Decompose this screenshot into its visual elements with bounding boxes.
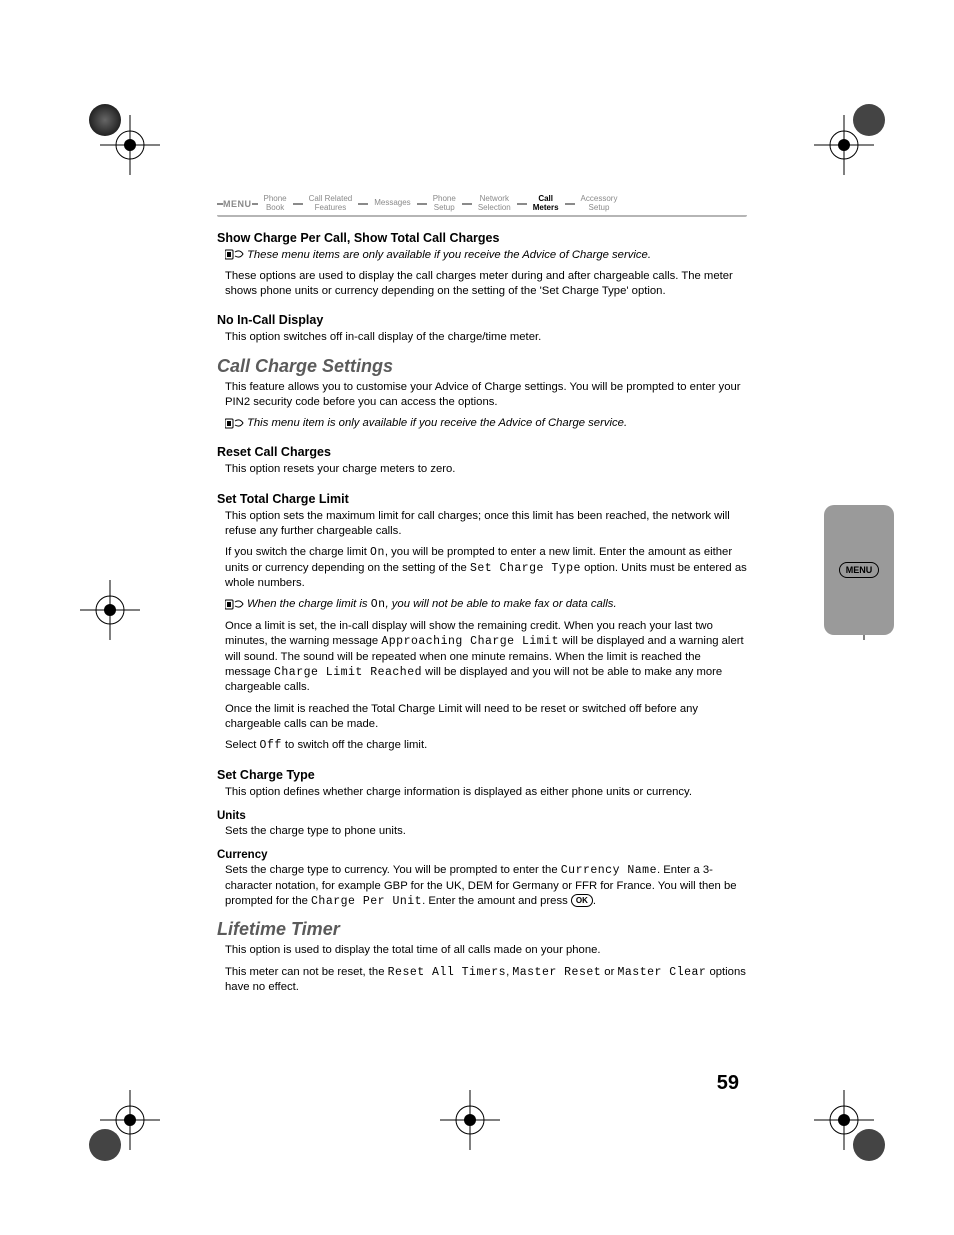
body-text: Select Off to switch off the charge limi… bbox=[225, 738, 747, 754]
note-icon bbox=[225, 599, 245, 610]
section-lifetime-timer: Lifetime Timer bbox=[217, 919, 747, 940]
side-tab-label: MENU bbox=[839, 562, 880, 578]
heading-set-type: Set Charge Type bbox=[217, 768, 747, 782]
breadcrumb-item-active: CallMeters bbox=[527, 195, 565, 213]
note-text: This menu item is only available if you … bbox=[225, 416, 747, 431]
regmark-icon bbox=[70, 1060, 190, 1180]
breadcrumb: MENU PhoneBook Call RelatedFeatures Mess… bbox=[217, 195, 747, 213]
heading-units: Units bbox=[217, 810, 747, 822]
body-text: This meter can not be reset, the Reset A… bbox=[225, 965, 747, 996]
regmark-icon bbox=[784, 1060, 904, 1180]
regmark-icon bbox=[70, 570, 150, 650]
breadcrumb-menu: MENU bbox=[223, 199, 252, 209]
regmark-icon bbox=[70, 85, 190, 205]
body-text: These options are used to display the ca… bbox=[225, 269, 747, 300]
heading-reset: Reset Call Charges bbox=[217, 445, 747, 459]
body-text: This option defines whether charge infor… bbox=[225, 785, 747, 800]
regmark-icon bbox=[430, 1080, 510, 1160]
heading-show-charge: Show Charge Per Call, Show Total Call Ch… bbox=[217, 231, 747, 245]
body-text: This option switches off in-call display… bbox=[225, 330, 747, 345]
note-text: These menu items are only available if y… bbox=[225, 248, 747, 263]
note-icon bbox=[225, 418, 245, 429]
body-text: This option resets your charge meters to… bbox=[225, 462, 747, 477]
breadcrumb-item: NetworkSelection bbox=[472, 195, 517, 213]
regmark-icon bbox=[784, 85, 904, 205]
heading-currency: Currency bbox=[217, 849, 747, 861]
breadcrumb-item: PhoneSetup bbox=[427, 195, 462, 213]
note-text: When the charge limit is On, you will no… bbox=[225, 597, 747, 613]
heading-no-incall: No In-Call Display bbox=[217, 313, 747, 327]
breadcrumb-item: PhoneBook bbox=[258, 195, 293, 213]
page-number: 59 bbox=[717, 1072, 739, 1095]
body-text: This option is used to display the total… bbox=[225, 943, 747, 958]
breadcrumb-item: Call RelatedFeatures bbox=[303, 195, 359, 213]
page-content: MENU PhoneBook Call RelatedFeatures Mess… bbox=[217, 195, 747, 1001]
body-text: This option sets the maximum limit for c… bbox=[225, 509, 747, 540]
breadcrumb-item: AccessorySetup bbox=[575, 195, 624, 213]
section-call-charge-settings: Call Charge Settings bbox=[217, 356, 747, 377]
breadcrumb-item: Messages bbox=[368, 199, 416, 208]
ok-button-icon: OK bbox=[571, 894, 593, 907]
body-text: Once a limit is set, the in-call display… bbox=[225, 619, 747, 696]
note-icon bbox=[225, 249, 245, 260]
heading-set-limit: Set Total Charge Limit bbox=[217, 492, 747, 506]
body-text: If you switch the charge limit On, you w… bbox=[225, 545, 747, 591]
side-tab: MENU bbox=[824, 505, 894, 635]
body-text: Sets the charge type to currency. You wi… bbox=[225, 863, 747, 909]
body-text: This feature allows you to customise you… bbox=[225, 380, 747, 411]
body-text: Once the limit is reached the Total Char… bbox=[225, 702, 747, 733]
body-text: Sets the charge type to phone units. bbox=[225, 824, 747, 839]
